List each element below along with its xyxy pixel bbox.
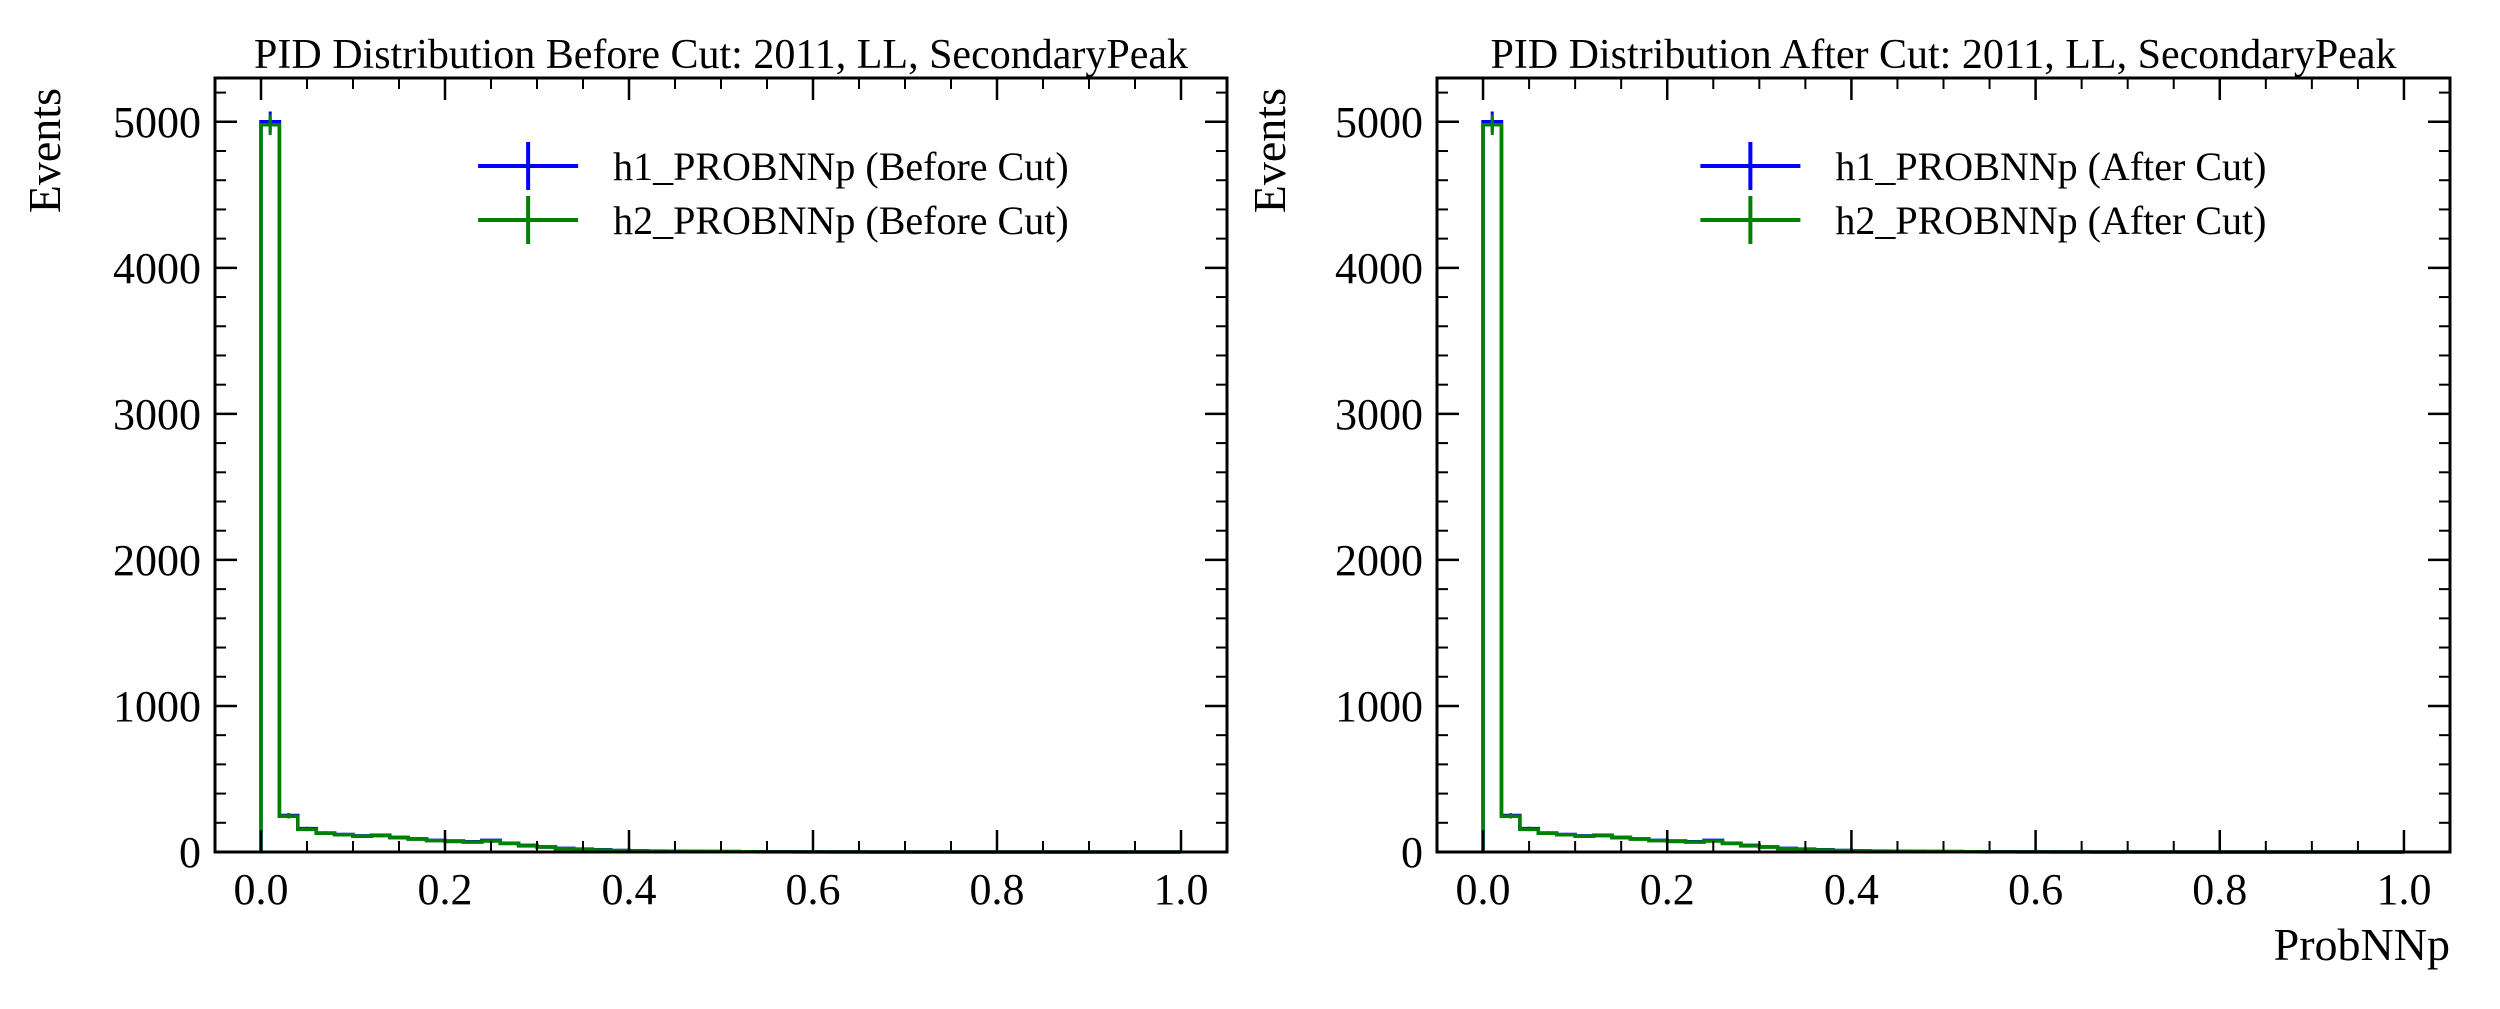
y-tick-label: 2000: [1335, 536, 1423, 585]
plot-frame: [1435, 76, 2452, 854]
x-tick-label: 1.0: [1154, 865, 1209, 914]
legend-item: h1_PROBNNp (Before Cut): [478, 142, 1069, 190]
x-tick-label: 0.8: [2192, 865, 2247, 914]
y-tick-label: 0: [1401, 828, 1423, 877]
legend: h1_PROBNNp (After Cut) h2_PROBNNp (After …: [1700, 142, 2266, 244]
x-tick-label: 0.2: [418, 865, 473, 914]
legend-item: h2_PROBNNp (Before Cut): [478, 196, 1069, 244]
y-tick-label: 0: [179, 828, 201, 877]
x-tick-label: 0.0: [234, 865, 289, 914]
legend: h1_PROBNNp (Before Cut) h2_PROBNNp (Befor…: [478, 142, 1069, 244]
y-tick-label: 4000: [113, 244, 201, 293]
x-tick-label: 0.6: [786, 865, 841, 914]
x-tick-label: 0.4: [1824, 865, 1879, 914]
plot-frame: [213, 76, 1229, 854]
y-axis-label: Events: [1244, 88, 1295, 213]
y-tick-label: 1000: [113, 682, 201, 731]
chart-title: PID Distribution After Cut: 2011, LL, Se…: [1491, 32, 2397, 78]
legend-label: h1_PROBNNp (After Cut): [1835, 144, 2266, 189]
panel-after-cut: PID Distribution After Cut: 2011, LL, Se…: [1244, 32, 2452, 970]
legend-item: h1_PROBNNp (After Cut): [1700, 142, 2266, 190]
legend-label: h1_PROBNNp (Before Cut): [613, 144, 1069, 189]
y-tick-label: 1000: [1335, 682, 1423, 731]
legend-item: h2_PROBNNp (After Cut): [1700, 196, 2266, 244]
legend-label: h2_PROBNNp (Before Cut): [613, 198, 1069, 243]
chart-title: PID Distribution Before Cut: 2011, LL, S…: [254, 32, 1188, 78]
y-tick-label: 4000: [1335, 244, 1423, 293]
x-tick-label: 0.0: [1456, 865, 1511, 914]
x-tick-label: 0.4: [602, 865, 657, 914]
legend-label: h2_PROBNNp (After Cut): [1835, 198, 2266, 243]
x-axis-label: ProbNNp: [2274, 919, 2450, 970]
y-tick-label: 5000: [1335, 98, 1423, 147]
y-tick-label: 3000: [113, 390, 201, 439]
x-tick-label: 0.8: [970, 865, 1025, 914]
y-tick-label: 2000: [113, 536, 201, 585]
y-axis-label: Events: [19, 88, 70, 213]
y-tick-label: 5000: [113, 98, 201, 147]
x-tick-label: 0.6: [2008, 865, 2063, 914]
x-tick-label: 0.2: [1640, 865, 1695, 914]
panel-before-cut: PID Distribution Before Cut: 2011, LL, S…: [19, 32, 1229, 914]
y-tick-label: 3000: [1335, 390, 1423, 439]
x-tick-label: 1.0: [2376, 865, 2431, 914]
